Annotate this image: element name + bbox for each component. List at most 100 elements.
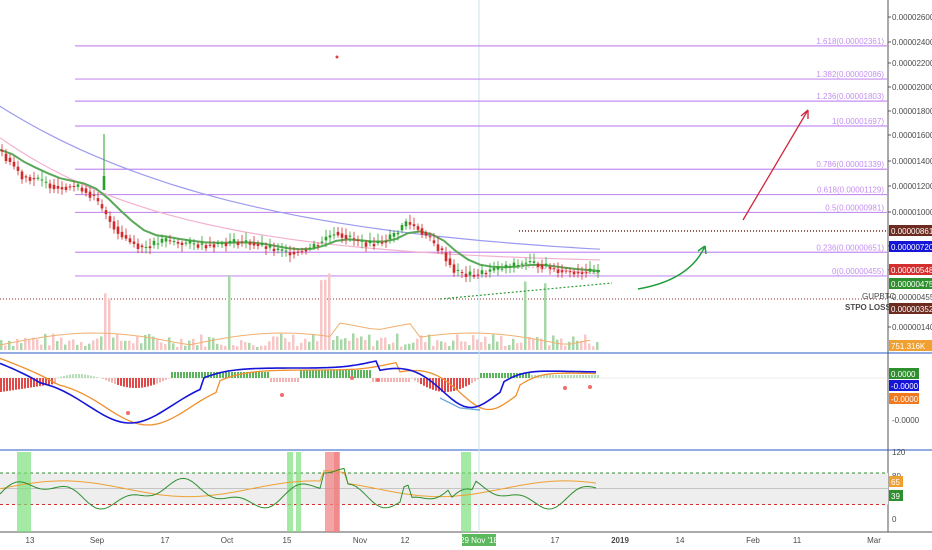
y-tick-label: 0.00002400: [892, 38, 932, 47]
volume-bar: [112, 337, 115, 350]
macd-histogram-bar: [576, 375, 578, 378]
volume-bar: [128, 340, 131, 350]
macd-histogram-bar: [156, 378, 158, 384]
macd-histogram-bar: [147, 378, 149, 387]
volume-bar: [176, 346, 179, 350]
price-tag: [889, 278, 932, 289]
volume-bar: [300, 342, 303, 350]
candle-body: [588, 268, 592, 272]
macd-histogram-bar: [489, 373, 491, 378]
candle-body: [124, 235, 128, 239]
fib-label: 0.236(0.00000651): [816, 243, 884, 252]
macd-histogram-bar: [327, 370, 329, 378]
macd-histogram-bar: [180, 372, 182, 378]
candle-body: [556, 268, 560, 273]
macd-histogram-bar: [396, 378, 398, 382]
macd-histogram-bar: [453, 378, 455, 391]
volume-bar: [136, 336, 139, 350]
volume-bar: [212, 337, 215, 350]
volume-bar: [472, 335, 475, 350]
volume-bar: [384, 337, 387, 350]
macd-histogram-bar: [522, 373, 524, 378]
candle-body: [412, 224, 416, 227]
candle-body: [480, 270, 484, 275]
volume-bar: [440, 341, 443, 350]
volume-bar: [500, 335, 503, 350]
fib-label: 1.382(0.00002086): [816, 70, 884, 79]
candle-body: [128, 238, 132, 243]
rsi-signal-line: [0, 470, 597, 498]
volume-bar: [148, 334, 151, 350]
macd-histogram-bar: [24, 378, 26, 389]
macd-histogram-bar: [471, 378, 473, 384]
candle-body: [528, 261, 532, 263]
candle-body: [308, 247, 312, 249]
y-tick-label: 0.00001200: [892, 182, 932, 191]
macd-histogram-bar: [543, 375, 545, 378]
volume-bar: [404, 344, 407, 350]
macd-histogram-bar: [477, 378, 479, 380]
candle-body: [264, 246, 268, 249]
macd-histogram-bar: [48, 378, 50, 385]
macd-signal-line: [0, 357, 597, 426]
macd-histogram-bar: [330, 370, 332, 378]
volume-bar: [32, 337, 35, 350]
macd-histogram-bar: [597, 375, 599, 378]
macd-tag: [889, 380, 919, 391]
rsi-y-label: 0: [892, 515, 897, 524]
volume-bar: [332, 340, 335, 350]
candle-body: [356, 239, 360, 241]
candle-body: [280, 249, 284, 251]
candle-body: [444, 252, 448, 262]
macd-tag: [889, 368, 919, 379]
volume-bar: [24, 337, 27, 350]
candle-body: [20, 171, 24, 180]
candle-body: [68, 186, 72, 188]
price-tag: [889, 340, 932, 351]
volume-bar: [120, 340, 123, 350]
macd-histogram-bar: [495, 373, 497, 378]
macd-histogram-bar: [525, 373, 527, 378]
volume-bar: [556, 339, 559, 350]
macd-histogram-bar: [426, 378, 428, 388]
candle-body: [140, 245, 144, 248]
candle-body: [48, 183, 52, 189]
macd-histogram-bar: [105, 378, 107, 381]
volume-bar: [216, 343, 219, 350]
volume-bar: [432, 345, 435, 350]
x-tick-label: Feb: [746, 536, 760, 545]
x-tick-label: 17: [161, 536, 170, 545]
candle-body: [16, 166, 20, 171]
volume-bar: [336, 335, 339, 350]
macd-histogram-bar: [423, 378, 425, 386]
volume-bar: [424, 342, 427, 350]
volume-bar: [224, 345, 227, 350]
macd-histogram-bar: [321, 370, 323, 378]
volume-bar: [160, 342, 163, 350]
macd-histogram-bar: [18, 378, 20, 390]
time-axis[interactable]: 13 Sep 17 Oct 15 Nov 12 29 Nov '18 17 2019 14 Feb 11…: [26, 534, 882, 546]
volume-bar: [340, 339, 343, 350]
candle-body: [4, 153, 8, 162]
candle-body: [456, 269, 460, 271]
fib-label: 0(0.00000455): [832, 267, 884, 276]
macd-histogram-bar: [9, 378, 11, 391]
candle-body: [102, 176, 106, 190]
rsi-signal-highlight: [287, 452, 293, 532]
macd-histogram-bar: [291, 378, 293, 382]
macd-histogram-bar: [357, 370, 359, 378]
macd-histogram-bar: [366, 370, 368, 378]
macd-histogram-bar: [324, 370, 326, 378]
candle-body: [476, 274, 480, 276]
candle-body: [500, 268, 504, 270]
volume-bar: [152, 336, 155, 350]
candle-body: [0, 149, 4, 152]
volume-bar: [248, 342, 251, 350]
volume-bar: [516, 343, 519, 350]
volume-bar: [356, 337, 359, 350]
drawings: [335, 55, 809, 300]
price-axis[interactable]: 0.00002600 0.00002400 0.00002200 0.00002000…: [888, 13, 932, 524]
volume-bar: [264, 345, 267, 350]
volume-bar: [256, 346, 259, 350]
